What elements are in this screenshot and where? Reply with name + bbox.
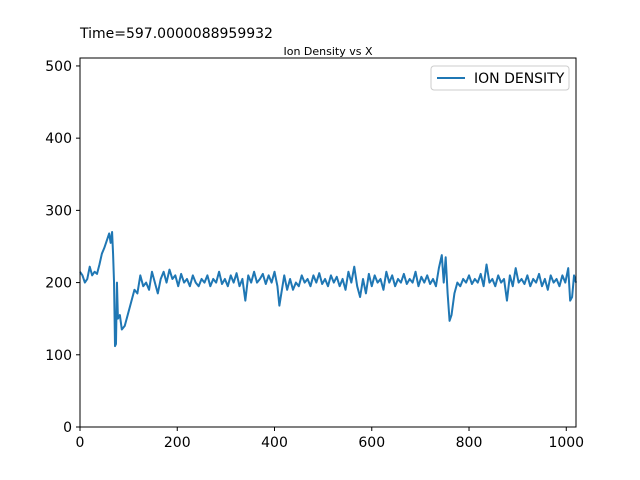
y-tick-label: 100 [45,348,72,364]
legend-box [430,65,570,91]
x-tick-label: 400 [261,435,288,451]
legend-label: ION DENSITY [474,71,565,87]
x-tick-label: 600 [358,435,385,451]
plot-area [79,231,577,348]
axes-frame [79,57,577,428]
x-tick-label: 0 [76,435,85,451]
y-tick-label: 200 [45,276,72,292]
chart-title: Ion Density vs X [283,45,372,58]
x-tick-label: 200 [164,435,191,451]
x-tick-label: 800 [456,435,483,451]
y-tick-label: 400 [45,131,72,147]
data-line [79,231,577,348]
x-tick-label: 1000 [548,435,584,451]
y-tick-label: 300 [45,203,72,219]
y-tick-label: 500 [45,59,72,75]
y-tick-label: 0 [63,420,72,436]
annotation: Time=597.0000088959932 [79,26,273,42]
